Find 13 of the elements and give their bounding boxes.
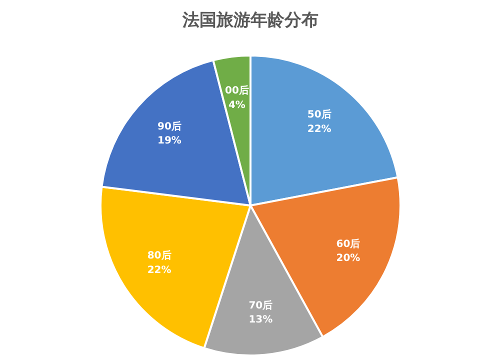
data-label: 13% (248, 314, 273, 326)
slice-label: 80后 (147, 250, 172, 262)
slice-label: 60后 (336, 238, 360, 250)
data-label: 19% (158, 136, 182, 147)
slice-label: 90后 (158, 120, 182, 132)
slice-label: 00后 (225, 84, 249, 97)
chart-title: 法国旅游年龄分布 (182, 10, 318, 30)
slice-label: 70后 (248, 299, 273, 312)
data-label: 20% (336, 253, 360, 264)
slice-label: 50后 (307, 108, 332, 121)
data-label: 4% (228, 100, 246, 111)
data-label: 22% (307, 124, 332, 135)
data-label: 22% (147, 265, 172, 276)
